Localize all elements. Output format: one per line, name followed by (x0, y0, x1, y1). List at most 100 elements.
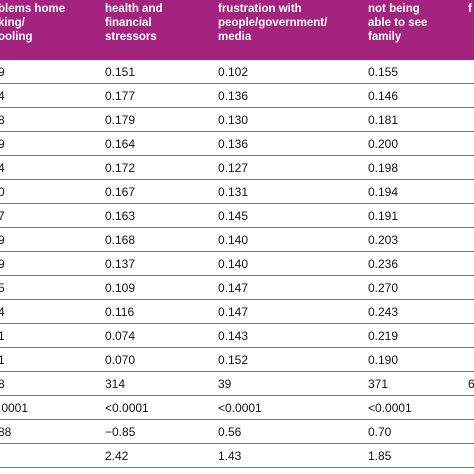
table-cell: 0.147 (218, 305, 249, 319)
table-row: 9 0.137 0.140 0.236 (0, 252, 474, 276)
table-cell: 0.143 (218, 329, 249, 343)
header-line: blems home (0, 3, 66, 15)
header-cell-frustration: frustration with people/government/ medi… (218, 2, 327, 44)
table-row: 88 −0.85 0.56 0.70 (0, 420, 474, 444)
table-cell: 0.109 (105, 281, 136, 295)
table-cell: .0001 (0, 401, 29, 415)
table-cell: 9 (0, 257, 5, 271)
table-cell: 0.136 (218, 89, 249, 103)
table-row: .0001 <0.0001 <0.0001 <0.0001 (0, 396, 474, 420)
table-cell: <0.0001 (218, 401, 262, 415)
table-cell: 39 (218, 377, 232, 391)
table-cell: 0.137 (105, 257, 136, 271)
table-cell: 0.140 (218, 233, 249, 247)
table-row: 4 0.172 0.127 0.198 (0, 156, 474, 180)
table-row: 8 314 39 371 6 (0, 372, 474, 396)
header-line: people/government/ (218, 17, 328, 29)
table-cell: 0.236 (368, 257, 399, 271)
table-cell: 88 (0, 425, 12, 439)
header-line: stressors (105, 31, 157, 43)
table-cell: 0.219 (368, 329, 399, 343)
table-cell: 8 (0, 377, 5, 391)
table-cell: 6 (468, 377, 474, 391)
table-cell: 0.074 (105, 329, 136, 343)
table-cell: 371 (368, 377, 389, 391)
table-cell: 7 (0, 209, 5, 223)
table-cell: 9 (0, 233, 5, 247)
table-cell: 1.43 (218, 449, 242, 463)
table-cell: 0.203 (368, 233, 399, 247)
table-row: 9 0.168 0.140 0.203 (0, 228, 474, 252)
table-cell: 0.163 (105, 209, 136, 223)
table-row: 9 0.164 0.136 0.200 (0, 132, 474, 156)
table-cell: 2.42 (105, 449, 129, 463)
table-row: 4 0.116 0.147 0.243 (0, 300, 474, 324)
table-row: 4 0.177 0.136 0.146 (0, 84, 474, 108)
table-cell: 0.151 (105, 65, 136, 79)
table-cell: 0.127 (218, 161, 249, 175)
table-cell: 0.243 (368, 305, 399, 319)
table-cell: 0.191 (368, 209, 399, 223)
header-line: able to see (368, 17, 428, 29)
header-line: f (468, 3, 472, 15)
table-cell: 4 (0, 305, 5, 319)
table-cell: 0.70 (368, 425, 392, 439)
table-cell: 0 (0, 185, 5, 199)
table-cell: 0.168 (105, 233, 136, 247)
table-cell: 0.179 (105, 113, 136, 127)
table-cell: 9 (0, 137, 5, 151)
header-line: media (218, 31, 252, 43)
table-cell: 4 (0, 161, 5, 175)
table-cell: 0.198 (368, 161, 399, 175)
table-row: 2.42 1.43 1.85 (0, 444, 474, 468)
table-cell: <0.0001 (105, 401, 149, 415)
table-cell: 0.200 (368, 137, 399, 151)
table-row: 7 0.163 0.145 0.191 (0, 204, 474, 228)
table-cell: 0.140 (218, 257, 249, 271)
table-row: 0 0.167 0.131 0.194 (0, 180, 474, 204)
table-cell: 0.102 (218, 65, 249, 79)
table-row: 9 0.151 0.102 0.155 (0, 60, 474, 84)
table-cell: 5 (0, 281, 5, 295)
header-line: not being (368, 3, 420, 15)
table-cell: 0.131 (218, 185, 249, 199)
table-cell: 0.270 (368, 281, 399, 295)
table-cell: −0.85 (105, 425, 136, 439)
table-cell: 0.194 (368, 185, 399, 199)
table-cell: 0.130 (218, 113, 249, 127)
table-cell: 0.155 (368, 65, 399, 79)
table-cell: 0.136 (218, 137, 249, 151)
table-cell: 0.145 (218, 209, 249, 223)
table-cell: 0.172 (105, 161, 136, 175)
table-cell: 0.167 (105, 185, 136, 199)
table-cell: 0.190 (368, 353, 399, 367)
table-cell: 314 (105, 377, 126, 391)
table-row: 5 0.109 0.147 0.270 (0, 276, 474, 300)
header-line: king/ (0, 17, 25, 29)
header-line: financial (105, 17, 152, 29)
table-cell: 9 (0, 65, 5, 79)
table-row: 8 0.179 0.130 0.181 (0, 108, 474, 132)
table-cell: 0.116 (105, 305, 135, 319)
header-line: health and (105, 3, 163, 15)
table-header: blems home king/ ooling health and finan… (0, 0, 474, 60)
header-cell-partial: f (468, 2, 472, 16)
table-cell: 0.177 (105, 89, 136, 103)
header-line: ooling (0, 31, 33, 43)
table-row: 1 0.074 0.143 0.219 (0, 324, 474, 348)
header-line: frustration with (218, 3, 302, 15)
table-cell: <0.0001 (368, 401, 412, 415)
table-cell: 0.146 (368, 89, 399, 103)
table-row: 1 0.070 0.152 0.190 (0, 348, 474, 372)
header-line: family (368, 31, 402, 43)
table-cell: 8 (0, 113, 5, 127)
header-cell-problems-home: blems home king/ ooling (0, 2, 65, 44)
table-cell: 0.070 (105, 353, 136, 367)
table-cell: 1 (0, 353, 5, 367)
table-cell: 0.152 (218, 353, 249, 367)
table-cell: 0.147 (218, 281, 249, 295)
table-cell: 0.164 (105, 137, 136, 151)
table-cell: 1.85 (368, 449, 392, 463)
table-cell: 4 (0, 89, 5, 103)
